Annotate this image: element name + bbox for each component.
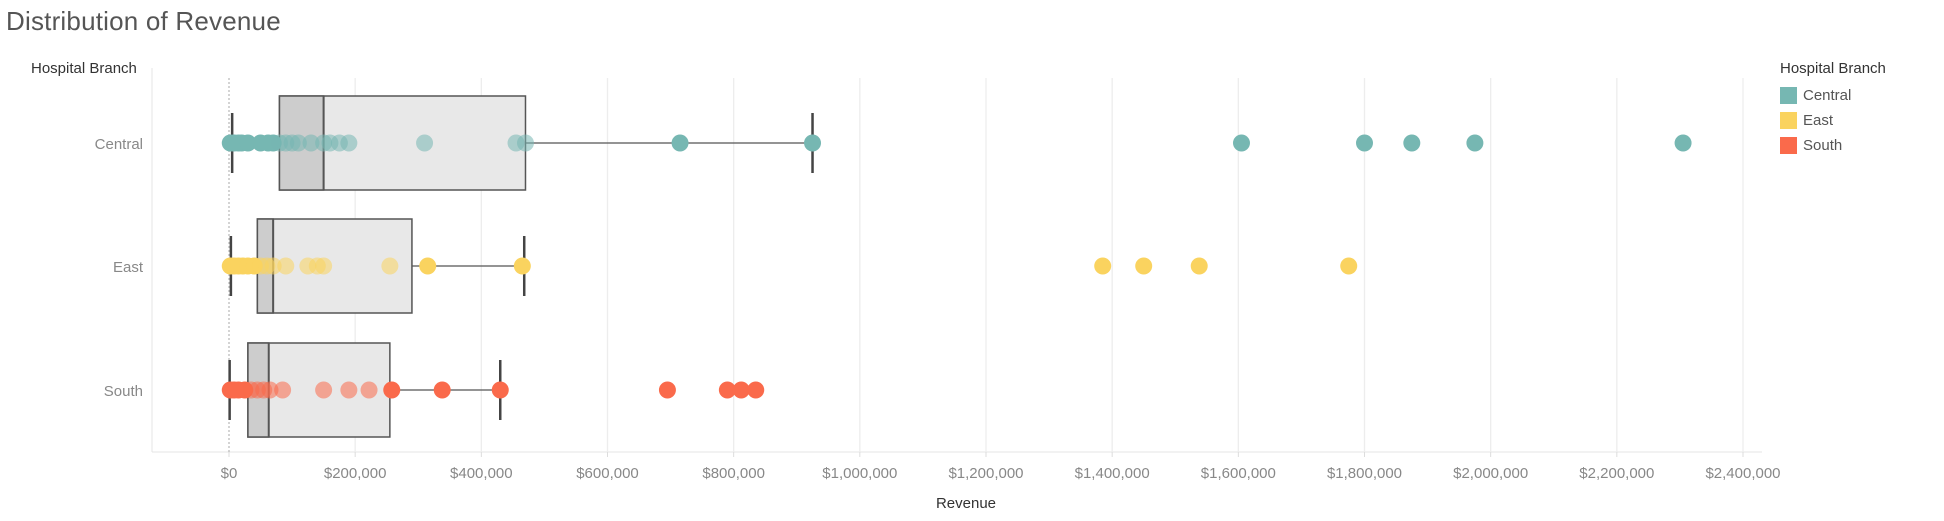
- row-axis-header: Hospital Branch: [31, 60, 137, 77]
- x-tick-label: $1,000,000: [822, 465, 897, 482]
- legend-title: Hospital Branch: [1780, 60, 1886, 77]
- data-point-central: [516, 134, 534, 152]
- x-tick-label: $1,400,000: [1075, 465, 1150, 482]
- data-point-south: [658, 381, 676, 399]
- data-point-central: [1466, 134, 1484, 152]
- data-point-south: [747, 381, 765, 399]
- data-point-south: [433, 381, 451, 399]
- x-tick-label: $2,000,000: [1453, 465, 1528, 482]
- x-tick-label: $200,000: [324, 465, 387, 482]
- data-point-east: [264, 257, 282, 275]
- data-point-central: [1674, 134, 1692, 152]
- data-point-south: [718, 381, 736, 399]
- data-point-south: [315, 381, 333, 399]
- data-point-south: [261, 381, 279, 399]
- category-label-south: South: [104, 383, 143, 400]
- data-point-south: [340, 381, 358, 399]
- data-point-south: [274, 381, 292, 399]
- data-point-central: [289, 134, 307, 152]
- category-label-east: East: [113, 259, 144, 276]
- x-tick-label: $600,000: [576, 465, 639, 482]
- data-point-east: [277, 257, 295, 275]
- data-point-central: [1403, 134, 1421, 152]
- data-point-central: [416, 134, 434, 152]
- legend-item-central[interactable]: Central: [1780, 83, 1886, 108]
- legend-item-south[interactable]: South: [1780, 133, 1886, 158]
- legend-label-east: East: [1803, 112, 1834, 129]
- legend-swatch-east: [1780, 112, 1797, 129]
- chart-title: Distribution of Revenue: [6, 6, 281, 36]
- data-point-east: [513, 257, 531, 275]
- data-point-south: [383, 381, 401, 399]
- data-point-east: [381, 257, 399, 275]
- data-point-central: [302, 134, 320, 152]
- data-point-central: [1356, 134, 1373, 152]
- category-label-central: Central: [95, 136, 143, 153]
- x-axis-label: Revenue: [935, 495, 997, 512]
- x-tick-label: $400,000: [450, 465, 513, 482]
- legend: Hospital Branch Central East South: [1780, 60, 1886, 158]
- data-point-east: [1190, 257, 1208, 275]
- x-tick-label: $800,000: [702, 465, 765, 482]
- data-point-central: [671, 134, 689, 152]
- data-point-central: [1232, 134, 1250, 152]
- x-tick-label: $2,400,000: [1705, 465, 1780, 482]
- legend-swatch-south: [1780, 137, 1797, 154]
- x-tick-label: $1,200,000: [948, 465, 1023, 482]
- data-point-east: [315, 257, 333, 275]
- data-point-south: [491, 381, 509, 399]
- data-point-east: [1094, 257, 1112, 275]
- legend-label-south: South: [1803, 137, 1843, 154]
- data-point-central: [340, 134, 358, 152]
- data-point-central: [804, 134, 822, 152]
- legend-label-central: Central: [1803, 87, 1852, 104]
- data-point-central: [239, 134, 257, 152]
- x-tick-label: $1,800,000: [1327, 465, 1402, 482]
- x-tick-label: $2,200,000: [1579, 465, 1654, 482]
- x-tick-label: $1,600,000: [1201, 465, 1276, 482]
- data-point-south: [360, 381, 378, 399]
- data-point-south: [732, 381, 750, 399]
- data-point-east: [1340, 257, 1358, 275]
- data-point-east: [1135, 257, 1153, 275]
- data-point-east: [419, 257, 437, 275]
- legend-item-east[interactable]: East: [1780, 108, 1886, 133]
- x-tick-label: $0: [221, 465, 238, 482]
- legend-swatch-central: [1780, 87, 1797, 104]
